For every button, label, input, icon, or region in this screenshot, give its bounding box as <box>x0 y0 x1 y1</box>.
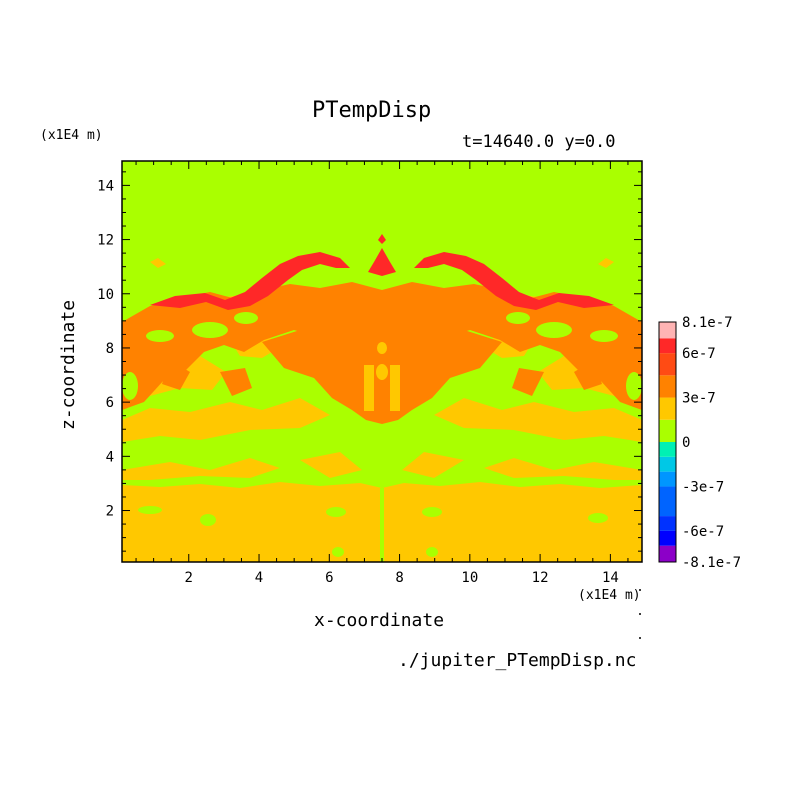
x-tick-label: 10 <box>461 570 478 586</box>
x-tick-label: 4 <box>255 570 263 586</box>
colorbar-tick-label: -8.1e-7 <box>682 555 741 571</box>
x-axis-unit: (x1E4 m) <box>578 588 641 603</box>
source-filename: ./jupiter_PTempDisp.nc <box>398 650 637 671</box>
marker-dot <box>639 637 641 639</box>
y-tick-label: 2 <box>106 504 114 520</box>
x-tick-label: 12 <box>532 570 549 586</box>
colorbar: 8.1e-7 6e-7 3e-7 0 -3e-7 -6e-7 -8.1e-7 <box>658 315 741 571</box>
y-tick-label: 6 <box>106 395 114 411</box>
colorbar-swatch <box>659 338 676 354</box>
y-tick-label: 10 <box>97 287 114 303</box>
colorbar-swatch <box>659 516 676 531</box>
x-tick-label: 14 <box>602 570 619 586</box>
chart-subtitle: t=14640.0 y=0.0 <box>462 132 616 152</box>
plot-field <box>122 161 642 562</box>
colorbar-swatch <box>659 322 676 339</box>
colorbar-tick-label: 6e-7 <box>682 346 716 362</box>
field-speck <box>426 547 438 557</box>
colorbar-tick-label: 8.1e-7 <box>682 315 733 331</box>
colorbar-swatch <box>659 486 676 517</box>
colorbar-swatch <box>659 442 676 457</box>
x-tick-label: 2 <box>185 570 193 586</box>
colorbar-swatch <box>659 456 676 472</box>
marker-dot <box>639 613 641 615</box>
field-speck <box>326 507 346 517</box>
colorbar-swatch <box>659 545 676 562</box>
field-plume-details <box>364 342 400 411</box>
axis-ticks: 2 4 6 8 10 12 14 2 4 6 8 10 12 14 <box>97 161 642 586</box>
y-tick-label: 14 <box>97 178 114 194</box>
colorbar-swatch <box>659 353 676 376</box>
colorbar-swatch <box>659 471 676 487</box>
y-tick-label: 4 <box>106 449 114 465</box>
y-tick-label: 8 <box>106 341 114 357</box>
marker-dot <box>639 589 641 591</box>
unit-markers <box>639 589 641 639</box>
x-axis-label: x-coordinate <box>314 610 445 631</box>
field-green-holes <box>122 312 642 400</box>
field-speck <box>200 514 216 526</box>
field-red-arcs <box>150 234 614 310</box>
colorbar-frame <box>658 321 677 563</box>
field-speck <box>380 488 384 562</box>
field-speck <box>138 506 162 514</box>
y-tick-label: 12 <box>97 233 114 249</box>
colorbar-swatch <box>659 375 676 398</box>
y-axis-unit: (x1E4 m) <box>40 128 103 143</box>
field-speck <box>332 547 344 557</box>
colorbar-tick-label: 3e-7 <box>682 391 716 407</box>
x-tick-label: 8 <box>395 570 403 586</box>
colorbar-tick-label: 0 <box>682 435 690 451</box>
field-speck <box>422 507 442 517</box>
chart-title: PTempDisp <box>312 98 432 123</box>
colorbar-swatch <box>659 397 676 420</box>
colorbar-tick-label: -3e-7 <box>682 479 724 495</box>
field-speck <box>588 513 608 523</box>
colorbar-tick-label: -6e-7 <box>682 524 724 540</box>
colorbar-swatch <box>659 419 676 442</box>
x-tick-label: 6 <box>325 570 333 586</box>
colorbar-swatch <box>659 530 676 546</box>
